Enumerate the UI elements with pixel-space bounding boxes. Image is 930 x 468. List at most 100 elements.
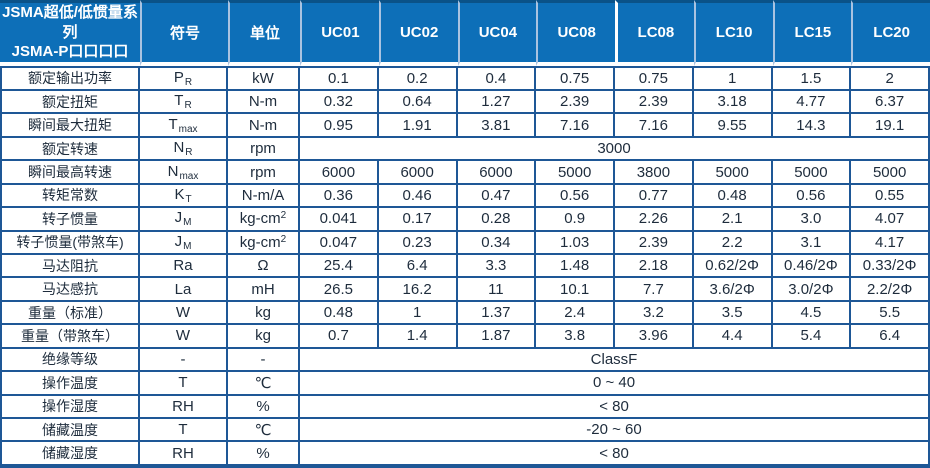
spec-span-value: < 80 <box>300 442 930 468</box>
spec-value-lc20: 4.17 <box>851 231 930 255</box>
spec-value-uc04: 1.87 <box>457 325 537 349</box>
spec-span-value: < 80 <box>300 395 930 419</box>
spec-unit: ℃ <box>228 372 300 396</box>
spec-value-lc20: 0.33/2Φ <box>851 255 930 279</box>
spec-value-lc08: 3800 <box>615 161 694 185</box>
spec-label: 重量（标准） <box>0 301 140 326</box>
spec-symbol: JM <box>140 231 228 255</box>
spec-value-uc01: 0.7 <box>300 325 379 349</box>
spec-symbol: NR <box>140 137 228 162</box>
spec-value-lc08: 2.26 <box>615 208 694 232</box>
spec-value-uc04: 6000 <box>457 161 537 185</box>
spec-row: 瞬间最大扭矩 Tmax N-m 0.95 1.91 3.81 7.16 7.16 9.55 14.… <box>0 114 930 138</box>
spec-value-uc02: 16.2 <box>378 278 458 302</box>
spec-value-uc02: 0.17 <box>378 208 458 232</box>
spec-value-lc15: 0.56 <box>772 184 852 209</box>
spec-unit: N-m/A <box>228 184 300 209</box>
spec-label: 储藏湿度 <box>0 442 140 468</box>
spec-label: 重量（带煞车） <box>0 325 140 349</box>
spec-symbol: Ra <box>140 255 228 279</box>
spec-value-lc08: 0.77 <box>615 184 694 209</box>
spec-value-uc01: 0.1 <box>300 65 379 92</box>
spec-label: 储藏温度 <box>0 418 140 443</box>
spec-value-lc08: 2.18 <box>615 255 694 279</box>
spec-value-lc15: 5.4 <box>772 325 852 349</box>
spec-row: 转子惯量(带煞车) JM kg-cm2 0.047 0.23 0.34 1.03 2.39 2.… <box>0 231 930 255</box>
spec-unit: mH <box>228 278 300 302</box>
spec-value-uc08: 2.39 <box>536 91 615 115</box>
spec-value-uc04: 0.4 <box>457 65 537 92</box>
spec-value-lc10: 3.18 <box>693 91 773 115</box>
spec-value-uc08: 0.9 <box>536 208 615 232</box>
spec-value-lc20: 5.5 <box>851 301 930 326</box>
spec-symbol: W <box>140 325 228 349</box>
spec-value-lc10: 3.5 <box>693 301 773 326</box>
spec-value-lc20: 6.37 <box>851 91 930 115</box>
col-header-unit: 单位 <box>228 0 300 66</box>
spec-symbol: RH <box>140 395 228 419</box>
spec-symbol: TR <box>140 91 228 115</box>
spec-value-lc10: 2.2 <box>693 231 773 255</box>
spec-value-lc15: 0.46/2Φ <box>772 255 852 279</box>
spec-value-lc08: 3.2 <box>615 301 694 326</box>
spec-value-lc08: 3.96 <box>615 325 694 349</box>
spec-value-uc02: 0.23 <box>378 231 458 255</box>
spec-symbol: W <box>140 301 228 326</box>
spec-value-lc20: 19.1 <box>851 114 930 138</box>
spec-unit: % <box>228 395 300 419</box>
spec-symbol: Nmax <box>140 161 228 185</box>
spec-row: 操作湿度 RH% < 80 <box>0 395 930 419</box>
spec-value-lc15: 3.0 <box>772 208 852 232</box>
spec-table-head: JSMA超低/低惯量系列 JSMA-P口口口口 符号 单位 UC01 UC02 UC… <box>0 0 930 66</box>
spec-symbol: - <box>140 348 228 373</box>
spec-value-lc20: 4.07 <box>851 208 930 232</box>
spec-value-uc01: 0.041 <box>300 208 379 232</box>
spec-label: 操作温度 <box>0 372 140 396</box>
spec-value-lc10: 0.48 <box>693 184 773 209</box>
col-header-symbol: 符号 <box>140 0 228 66</box>
spec-value-uc01: 0.95 <box>300 114 379 138</box>
spec-label: 额定输出功率 <box>0 65 140 92</box>
spec-symbol: RH <box>140 442 228 468</box>
spec-value-uc08: 1.03 <box>536 231 615 255</box>
spec-span-value: ClassF <box>300 348 930 373</box>
spec-value-uc04: 1.37 <box>457 301 537 326</box>
spec-value-uc08: 0.56 <box>536 184 615 209</box>
spec-value-lc08: 2.39 <box>615 91 694 115</box>
spec-value-uc02: 0.64 <box>378 91 458 115</box>
spec-unit: kg <box>228 325 300 349</box>
spec-value-uc08: 5000 <box>536 161 615 185</box>
col-header-model-uc01: UC01 <box>300 0 379 66</box>
spec-label: 转子惯量(带煞车) <box>0 231 140 255</box>
spec-value-lc20: 0.55 <box>851 184 930 209</box>
col-header-model-lc20: LC20 <box>851 0 930 66</box>
spec-value-uc02: 0.46 <box>378 184 458 209</box>
spec-symbol: La <box>140 278 228 302</box>
col-header-model-uc08: UC08 <box>536 0 615 66</box>
spec-row: 转矩常数 KT N-m/A 0.36 0.46 0.47 0.56 0.77 0.48 0.56 0… <box>0 184 930 209</box>
spec-row: 绝缘等级 - - ClassF <box>0 348 930 373</box>
series-title-cell: JSMA超低/低惯量系列 JSMA-P口口口口 <box>0 0 140 66</box>
spec-value-lc10: 2.1 <box>693 208 773 232</box>
spec-row: 马达感抗 La mH 26.5 16.2 11 10.1 7.7 3.6/2Φ 3.0/2Φ 2.2… <box>0 278 930 302</box>
col-header-model-uc02: UC02 <box>378 0 458 66</box>
spec-value-lc10: 1 <box>693 65 773 92</box>
spec-span-value: 3000 <box>300 137 930 162</box>
col-header-model-uc04: UC04 <box>457 0 537 66</box>
spec-value-uc08: 7.16 <box>536 114 615 138</box>
spec-value-lc08: 0.75 <box>615 65 694 92</box>
spec-unit: ℃ <box>228 418 300 443</box>
spec-unit: % <box>228 442 300 468</box>
spec-unit: N-m <box>228 91 300 115</box>
spec-unit: kg-cm2 <box>228 231 300 255</box>
spec-label: 转矩常数 <box>0 184 140 209</box>
spec-value-lc20: 2.2/2Φ <box>851 278 930 302</box>
spec-span-value: -20 ~ 60 <box>300 418 930 443</box>
spec-row: 转子惯量 JM kg-cm2 0.041 0.17 0.28 0.9 2.26 2.1 3.0 4.… <box>0 208 930 232</box>
spec-label: 瞬间最高转速 <box>0 161 140 185</box>
series-title-line2: JSMA-P口口口口 <box>11 43 129 60</box>
spec-value-uc02: 1.4 <box>378 325 458 349</box>
spec-value-lc15: 3.0/2Φ <box>772 278 852 302</box>
spec-value-uc08: 3.8 <box>536 325 615 349</box>
